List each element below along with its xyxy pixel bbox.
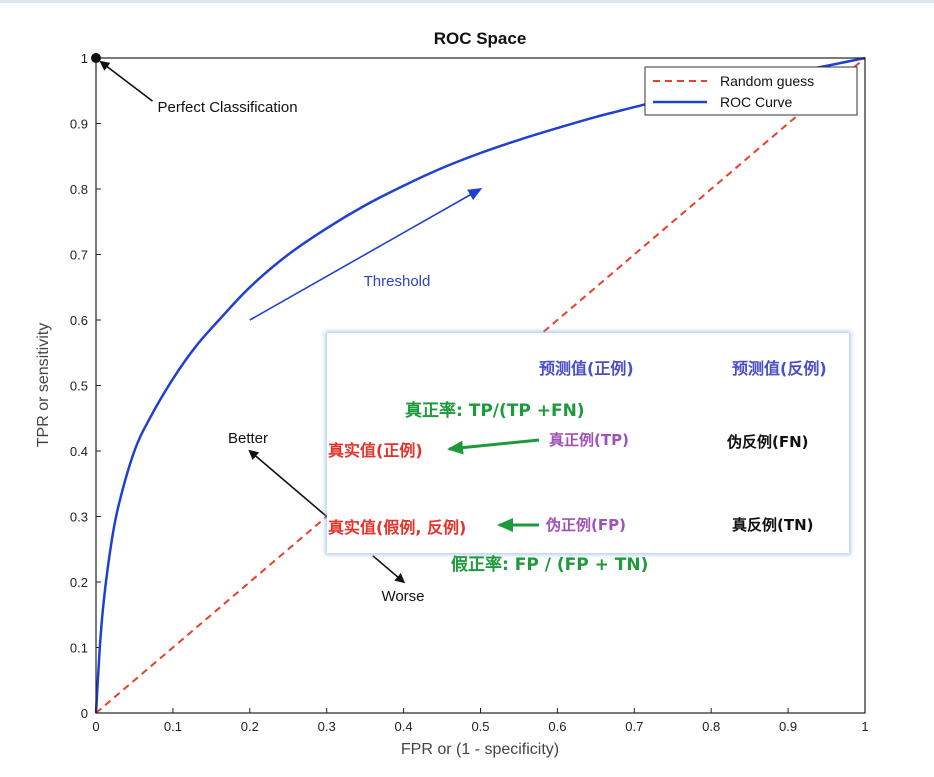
plot-area-frame [95, 57, 866, 714]
y-tick-label: 0.4 [70, 444, 88, 459]
cell-true-negative: 真反例(TN) [732, 516, 814, 534]
row-header-actual-negative: 真实值(假例, 反例) [328, 518, 467, 537]
y-tick-label: 0.1 [70, 641, 88, 656]
threshold-arrow [249, 188, 483, 321]
x-tick-label: 0.1 [164, 719, 182, 734]
perfect-classification-point [91, 53, 101, 63]
cell-false-negative: 伪反例(FN) [727, 433, 809, 451]
y-tick-label: 0 [81, 706, 88, 721]
y-axis-label: TPR or sensitivity [35, 323, 52, 447]
cell-false-positive: 伪正例(FP) [546, 516, 626, 534]
threshold-label: Threshold [364, 273, 431, 290]
overlay-arrows [447, 438, 540, 532]
confusion-matrix-overlay: 预测值(正例) 预测值(反例) 真正率: TP/(TP +FN) 真实值(正例)… [327, 333, 849, 575]
legend-roc-curve-label: ROC Curve [720, 94, 793, 110]
x-axis-label: FPR or (1 - specificity) [401, 741, 559, 758]
legend-box [644, 66, 858, 116]
y-tick-label: 0.7 [70, 248, 88, 263]
perfect-classification-arrow [99, 60, 154, 102]
top-border [0, 0, 934, 3]
y-tick-label: 0.3 [70, 510, 88, 525]
x-tick-label: 0.6 [548, 719, 566, 734]
legend-random-guess-label: Random guess [720, 73, 814, 89]
perfect-classification-label: Perfect Classification [158, 99, 298, 116]
col-header-predicted-negative: 预测值(反例) [732, 359, 827, 378]
y-tick-label: 0.9 [70, 117, 88, 132]
axis-ticks: 0 0.1 0.2 0.3 0.4 0.5 0.6 0.7 0.8 0.9 1 0 0.1 0.2 0.3 0… [70, 51, 869, 734]
tp-to-actual-positive-arrow [447, 438, 540, 455]
fpr-formula: 假正率: FP / (FP + TN) [451, 555, 649, 575]
x-tick-label: 0.2 [241, 719, 259, 734]
y-tick-label: 1 [81, 51, 88, 66]
y-tick-label: 0.5 [70, 379, 88, 394]
chart-title: ROC Space [434, 29, 527, 48]
col-header-predicted-positive: 预测值(正例) [539, 359, 634, 378]
y-tick-label: 0.6 [70, 313, 88, 328]
better-arrow [248, 449, 328, 518]
row-header-actual-positive: 真实值(正例) [328, 441, 423, 460]
legend: Random guess ROC Curve [644, 66, 858, 116]
x-tick-label: 0.3 [318, 719, 336, 734]
x-tick-label: 1 [861, 719, 868, 734]
worse-label: Worse [381, 588, 424, 605]
y-tick-label: 0.2 [70, 575, 88, 590]
worse-arrow [372, 555, 406, 584]
y-tick-label: 0.8 [70, 182, 88, 197]
better-label: Better [228, 430, 268, 447]
tpr-formula: 真正率: TP/(TP +FN) [405, 401, 585, 421]
x-tick-label: 0.7 [625, 719, 643, 734]
x-tick-label: 0.5 [471, 719, 489, 734]
x-tick-label: 0 [92, 719, 99, 734]
x-tick-label: 0.8 [702, 719, 720, 734]
cell-true-positive: 真正例(TP) [549, 431, 629, 449]
x-tick-label: 0.4 [395, 719, 413, 734]
x-tick-label: 0.9 [779, 719, 797, 734]
